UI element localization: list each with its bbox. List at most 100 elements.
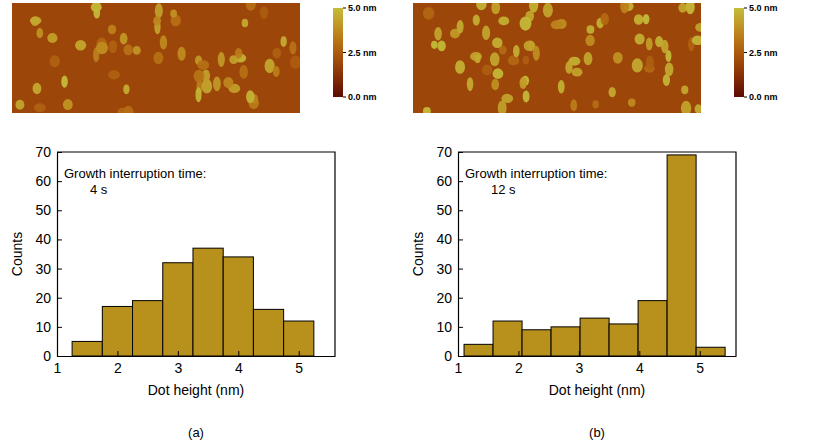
x-tick-mark xyxy=(458,351,459,356)
colorbar-tick xyxy=(744,97,747,98)
y-axis-line xyxy=(57,153,58,357)
y-axis: 010203040506070 xyxy=(35,144,62,364)
afm-dot xyxy=(681,85,688,94)
afm-dot xyxy=(491,79,499,91)
colorbar-label: 0.0 nm xyxy=(348,92,377,102)
x-tick-mark xyxy=(238,351,239,356)
afm-ground xyxy=(12,3,300,113)
colorbar-label: 0.0 nm xyxy=(749,92,778,102)
afm-dot xyxy=(586,25,594,33)
y-tick-label: 10 xyxy=(35,319,51,335)
colorbar-tick xyxy=(343,8,346,9)
y-tick-mark xyxy=(57,327,62,328)
afm-dot xyxy=(273,66,280,77)
afm-dot xyxy=(692,36,701,45)
figure: 5.0 nm2.5 nm0.0 nm01020304050607012345Do… xyxy=(0,0,813,445)
annotation: 12 s xyxy=(491,182,516,197)
afm-dot xyxy=(558,80,565,93)
afm-dot xyxy=(195,87,201,102)
x-tick: 4 xyxy=(235,351,243,376)
afm-dot xyxy=(47,33,57,43)
afm-dot xyxy=(551,20,563,29)
y-tick-label: 40 xyxy=(35,231,51,247)
y-tick: 30 xyxy=(436,261,463,277)
y-tick-label: 70 xyxy=(436,144,452,160)
afm-dot xyxy=(695,104,701,113)
afm-dot xyxy=(197,60,209,70)
x-tick-label: 5 xyxy=(696,360,704,376)
x-tick-label: 2 xyxy=(114,360,122,376)
y-tick: 70 xyxy=(35,144,62,160)
x-tick-label: 4 xyxy=(636,360,644,376)
afm-dot xyxy=(600,13,608,25)
x-tick: 4 xyxy=(636,351,644,376)
afm-dot xyxy=(492,37,503,48)
y-tick-label: 20 xyxy=(436,290,452,306)
frame xyxy=(458,152,736,356)
afm-dot xyxy=(133,46,141,55)
y-tick: 30 xyxy=(35,261,62,277)
afm-dot xyxy=(523,90,530,102)
afm-dot xyxy=(498,100,507,113)
afm-dot xyxy=(646,55,654,69)
x-tick: 2 xyxy=(114,351,122,376)
y-tick: 60 xyxy=(436,173,463,189)
afm-dot xyxy=(678,3,687,13)
afm-dot xyxy=(153,16,161,25)
y-tick-mark xyxy=(57,210,62,211)
afm-dot xyxy=(423,107,431,113)
afm-dot xyxy=(223,77,233,88)
afm-dot xyxy=(476,3,486,10)
y-tick-mark xyxy=(458,327,463,328)
afm-ground xyxy=(413,3,701,113)
afm-dot xyxy=(585,35,594,46)
bar xyxy=(638,301,667,356)
y-tick-mark xyxy=(57,152,62,153)
x-tick-label: 5 xyxy=(295,360,303,376)
afm-dot xyxy=(434,27,442,40)
afm-dot xyxy=(123,44,132,55)
y-tick-mark xyxy=(458,181,463,182)
afm-dot xyxy=(565,61,572,73)
panel-caption: (a) xyxy=(188,425,204,440)
panel: 5.0 nm2.5 nm0.0 nm01020304050607012345Do… xyxy=(9,0,377,440)
bar xyxy=(696,347,725,356)
afm-dot xyxy=(15,100,24,110)
x-tick: 1 xyxy=(455,351,463,376)
afm-dot xyxy=(213,76,221,91)
afm-dot xyxy=(498,17,509,26)
afm-dot xyxy=(235,48,242,58)
y-tick: 60 xyxy=(35,173,62,189)
afm-dot xyxy=(61,75,68,87)
afm-dot xyxy=(686,3,695,14)
afm-dot xyxy=(160,35,167,49)
afm-dot xyxy=(681,101,691,113)
y-axis-title: Counts xyxy=(410,232,426,276)
afm-dot xyxy=(94,8,101,18)
afm-dot xyxy=(260,6,268,19)
y-tick-mark xyxy=(57,269,62,270)
bar xyxy=(580,318,609,356)
annotation: 4 s xyxy=(90,182,108,197)
bars xyxy=(464,155,725,356)
afm-dot xyxy=(491,3,500,14)
afm-dot xyxy=(431,41,438,49)
colorbar-tick xyxy=(744,8,747,9)
x-tick-mark xyxy=(700,351,701,356)
afm-dot xyxy=(36,28,43,38)
afm-dot xyxy=(280,36,286,47)
x-axis-title: Dot height (nm) xyxy=(549,382,645,398)
afm-dot xyxy=(609,87,616,97)
y-axis-title: Counts xyxy=(9,232,25,276)
y-tick: 50 xyxy=(436,202,463,218)
afm-dot xyxy=(533,46,540,61)
bar xyxy=(609,324,638,356)
afm-dot xyxy=(634,14,643,25)
afm-dot xyxy=(482,64,492,75)
afm-dot xyxy=(584,52,593,65)
y-tick-label: 50 xyxy=(436,202,452,218)
x-tick-mark xyxy=(639,351,640,356)
afm-dot xyxy=(523,56,529,64)
y-tick-label: 30 xyxy=(436,261,452,277)
afm-dot xyxy=(490,52,500,66)
